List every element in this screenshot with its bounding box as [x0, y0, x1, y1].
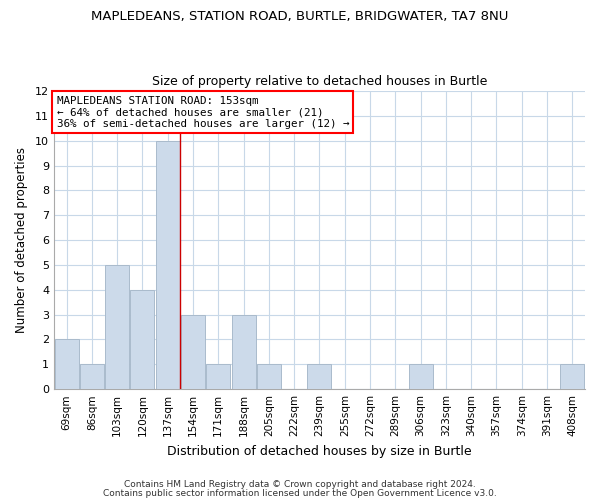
Title: Size of property relative to detached houses in Burtle: Size of property relative to detached ho…: [152, 76, 487, 88]
Bar: [206, 364, 230, 389]
Bar: [130, 290, 154, 389]
X-axis label: Distribution of detached houses by size in Burtle: Distribution of detached houses by size …: [167, 444, 472, 458]
Y-axis label: Number of detached properties: Number of detached properties: [15, 147, 28, 333]
Text: Contains public sector information licensed under the Open Government Licence v3: Contains public sector information licen…: [103, 490, 497, 498]
Text: Contains HM Land Registry data © Crown copyright and database right 2024.: Contains HM Land Registry data © Crown c…: [124, 480, 476, 489]
Bar: [181, 314, 205, 389]
Bar: [232, 314, 256, 389]
Bar: [560, 364, 584, 389]
Bar: [105, 265, 129, 389]
Bar: [257, 364, 281, 389]
Bar: [156, 140, 180, 389]
Text: MAPLEDEANS STATION ROAD: 153sqm
← 64% of detached houses are smaller (21)
36% of: MAPLEDEANS STATION ROAD: 153sqm ← 64% of…: [56, 96, 349, 128]
Bar: [409, 364, 433, 389]
Bar: [307, 364, 331, 389]
Text: MAPLEDEANS, STATION ROAD, BURTLE, BRIDGWATER, TA7 8NU: MAPLEDEANS, STATION ROAD, BURTLE, BRIDGW…: [91, 10, 509, 23]
Bar: [55, 340, 79, 389]
Bar: [80, 364, 104, 389]
